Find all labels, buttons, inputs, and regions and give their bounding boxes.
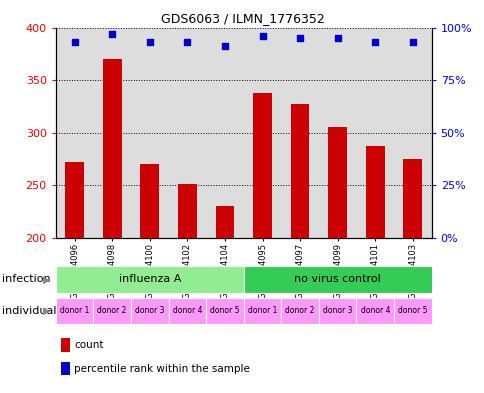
Text: donor 4: donor 4 [172, 307, 202, 315]
Point [71, 39, 78, 45]
Point [258, 33, 266, 39]
Text: influenza A: influenza A [118, 274, 181, 285]
Text: percentile rank within the sample: percentile rank within the sample [74, 364, 250, 374]
Text: no virus control: no virus control [294, 274, 380, 285]
Text: ▶: ▶ [44, 274, 51, 285]
Text: GDS6063 / ILMN_1776352: GDS6063 / ILMN_1776352 [160, 12, 324, 25]
Point [108, 31, 116, 37]
Text: donor 5: donor 5 [210, 307, 239, 315]
Bar [131, 298, 168, 324]
Bar [356, 298, 393, 324]
Text: donor 3: donor 3 [135, 307, 164, 315]
Bar [243, 266, 431, 293]
Bar [365, 146, 384, 238]
Bar [140, 164, 159, 238]
Bar [93, 298, 131, 324]
Text: donor 1: donor 1 [247, 307, 277, 315]
Bar [56, 298, 93, 324]
Text: donor 3: donor 3 [322, 307, 352, 315]
Bar [290, 104, 309, 238]
Text: infection: infection [2, 274, 51, 285]
Bar [243, 298, 281, 324]
Text: donor 2: donor 2 [97, 307, 127, 315]
Bar [65, 162, 84, 238]
Point [146, 39, 153, 45]
Bar [215, 206, 234, 238]
Bar [281, 298, 318, 324]
Text: donor 4: donor 4 [360, 307, 389, 315]
Text: donor 5: donor 5 [397, 307, 427, 315]
Text: individual: individual [2, 306, 57, 316]
Text: donor 1: donor 1 [60, 307, 89, 315]
Bar [206, 298, 243, 324]
Point [296, 35, 303, 41]
Bar [328, 127, 347, 238]
Point [221, 43, 228, 50]
Point [371, 39, 378, 45]
Bar [56, 266, 243, 293]
Bar [168, 298, 206, 324]
Bar [103, 59, 121, 238]
Bar [178, 184, 197, 238]
Point [333, 35, 341, 41]
Bar [403, 159, 422, 238]
Bar [318, 298, 356, 324]
Text: donor 2: donor 2 [285, 307, 314, 315]
Point [408, 39, 416, 45]
Text: count: count [74, 340, 104, 350]
Bar [393, 298, 431, 324]
Point [183, 39, 191, 45]
Text: ▶: ▶ [44, 306, 51, 316]
Bar [253, 93, 272, 238]
